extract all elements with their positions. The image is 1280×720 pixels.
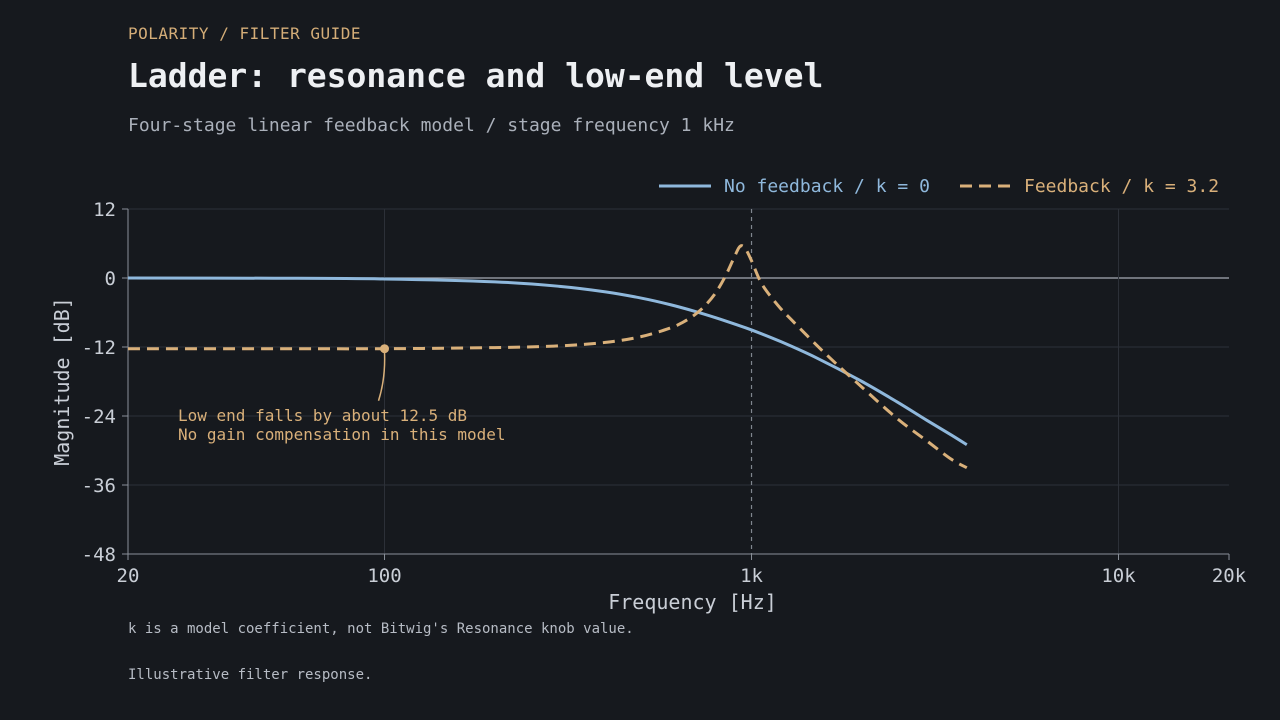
- annotation-marker: [380, 344, 390, 354]
- x-tick-label: 1k: [740, 565, 763, 587]
- y-tick-label: 0: [105, 268, 116, 290]
- page-title: Ladder: resonance and low-end level: [128, 56, 824, 95]
- legend: No feedback / k = 0 Feedback / k = 3.2: [659, 176, 1219, 197]
- series-layer: [128, 244, 968, 470]
- y-axis-label: Magnitude [dB]: [50, 297, 74, 466]
- x-tick-label: 10k: [1101, 565, 1136, 587]
- legend-label-feedback: Feedback / k = 3.2: [1024, 176, 1219, 197]
- series-line-no-feedback: [128, 276, 968, 447]
- legend-label-no-feedback: No feedback / k = 0: [724, 176, 930, 197]
- page-subtitle: Four-stage linear feedback model / stage…: [128, 115, 735, 136]
- y-tick-label: -24: [82, 406, 116, 428]
- x-tick-label: 100: [367, 565, 401, 587]
- y-tick-label: -36: [82, 475, 116, 497]
- y-tick-label: -12: [82, 337, 116, 359]
- annotation-text: Low end falls by about 12.5 dB: [178, 406, 467, 425]
- footnote-model-coefficient: k is a model coefficient, not Bitwig's R…: [128, 621, 634, 637]
- x-tick-label: 20k: [1212, 565, 1247, 587]
- y-tick-label: 12: [93, 199, 116, 221]
- x-tick-label: 20: [117, 565, 140, 587]
- y-tick-label: -48: [82, 544, 116, 566]
- annotation-text: No gain compensation in this model: [178, 425, 506, 444]
- annotation-leader: [377, 352, 386, 401]
- footnote-caption: Illustrative filter response.: [128, 667, 373, 683]
- grid: [128, 208, 1229, 555]
- x-axis-label: Frequency [Hz]: [608, 590, 777, 614]
- series-line-feedback: [128, 244, 968, 470]
- eyebrow: POLARITY / FILTER GUIDE: [128, 24, 362, 43]
